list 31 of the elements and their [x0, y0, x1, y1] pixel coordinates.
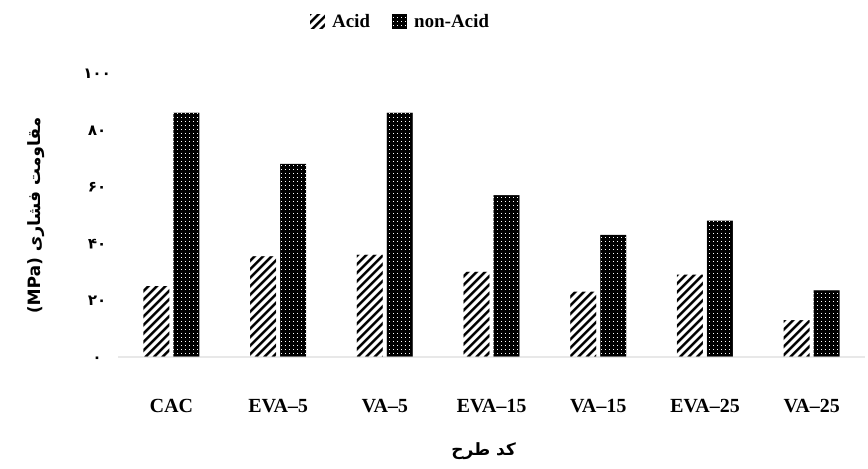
- bar: [784, 320, 810, 357]
- y-tick-label: ۶۰: [88, 178, 106, 196]
- bar: [570, 292, 596, 357]
- bar: [386, 112, 413, 357]
- legend-label: Acid: [332, 11, 370, 32]
- bar: [600, 234, 626, 357]
- x-tick-label: VA–25: [783, 395, 840, 417]
- bar: [280, 164, 306, 357]
- y-tick-label: ۱۰۰: [83, 64, 111, 82]
- bar: [494, 195, 520, 357]
- bar: [356, 254, 383, 357]
- bar: [143, 286, 170, 357]
- y-tick-label: ۰: [92, 348, 102, 366]
- bar: [814, 290, 840, 357]
- x-tick-label: VA–15: [570, 395, 626, 417]
- bar: [706, 220, 733, 357]
- x-axis-title: کد طرح: [451, 440, 516, 460]
- x-tick-label: EVA–5: [248, 395, 308, 417]
- y-tick-label: ۴۰: [88, 234, 106, 252]
- x-tick-label: CAC: [150, 395, 194, 417]
- x-tick-label: EVA–25: [670, 395, 740, 417]
- bar: [464, 272, 490, 357]
- bar: [250, 256, 276, 357]
- x-tick-label: VA–5: [362, 395, 408, 417]
- y-axis-title: مقاومت فشاری (MPa): [25, 116, 45, 314]
- bar: [676, 274, 703, 357]
- legend-label: non-Acid: [414, 11, 490, 32]
- y-tick-label: ۲۰: [88, 291, 106, 310]
- bar: [173, 112, 200, 357]
- y-tick-label: ۸۰: [88, 120, 106, 139]
- x-tick-label: EVA–15: [456, 395, 526, 417]
